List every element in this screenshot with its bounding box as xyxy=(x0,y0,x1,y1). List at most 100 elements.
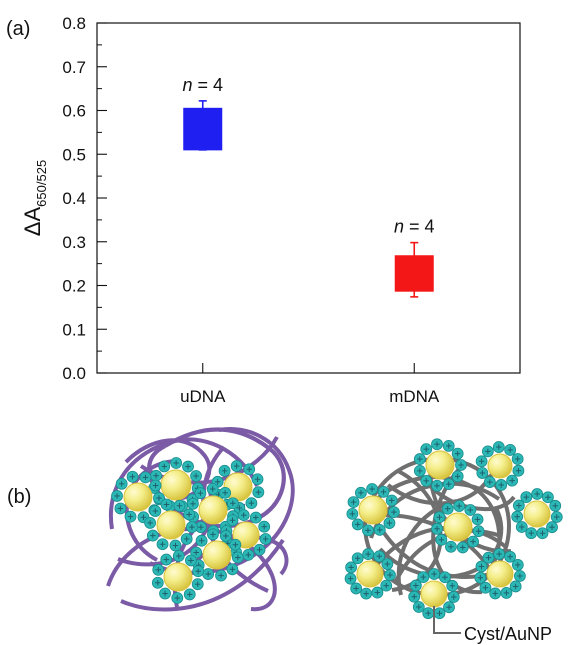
cysteamine-ligand xyxy=(471,513,484,526)
cysteamine-ligand xyxy=(182,460,194,473)
cysteamine-ligand xyxy=(149,505,162,517)
sample-size-value: = 4 xyxy=(192,75,223,95)
box-group-mdna: n = 4 xyxy=(394,217,435,298)
cysteamine-ligand xyxy=(346,507,359,520)
cysteamine-ligand xyxy=(492,441,505,453)
cysteamine-ligand xyxy=(226,563,239,576)
cysteamine-ligand xyxy=(160,553,173,566)
gold-nanoparticle xyxy=(358,495,388,525)
y-axis-label-main: ΔA xyxy=(20,206,45,236)
cysteamine-ligand xyxy=(409,579,422,592)
cysteamine-ligand xyxy=(194,521,207,534)
callout-label: Cyst/AuNP xyxy=(464,624,552,644)
x-category-label: mDNA xyxy=(389,387,440,406)
cysteamine-ligand xyxy=(542,491,554,504)
cysteamine-ligand xyxy=(443,601,455,614)
cysteamine-ligand xyxy=(170,457,183,469)
cysteamine-ligand xyxy=(150,469,162,482)
cysteamine-ligand xyxy=(371,586,384,599)
gold-nanoparticle xyxy=(160,469,192,501)
cysteamine-ligand xyxy=(252,486,265,499)
cysteamine-ligand xyxy=(195,534,208,547)
cysteamine-ligand xyxy=(151,576,164,589)
cysteamine-ligand xyxy=(245,497,258,510)
cysteamine-ligand xyxy=(412,601,425,613)
cysteamine-ligand xyxy=(139,471,152,484)
cysteamine-ligand xyxy=(231,551,244,564)
cysteamine-ligand xyxy=(153,492,165,504)
svg-text:ΔA650/525: ΔA650/525 xyxy=(20,160,49,236)
cysteamine-ligand xyxy=(483,476,496,488)
cysteamine-ligand xyxy=(111,490,123,502)
cysteamine-ligand xyxy=(373,550,386,563)
cysteamine-ligand xyxy=(355,486,367,499)
cysteamine-ligand xyxy=(451,447,464,460)
y-tick-label: 0.8 xyxy=(62,14,86,33)
cysteamine-ligand xyxy=(417,571,430,583)
cysteamine-ligand xyxy=(362,524,374,537)
y-tick-label: 0.5 xyxy=(62,145,86,164)
cysteamine-ligand xyxy=(512,464,525,477)
cysteamine-ligand xyxy=(475,455,488,468)
cysteamine-ligand xyxy=(512,499,525,512)
cysteamine-ligand xyxy=(479,581,492,594)
cysteamine-ligand xyxy=(149,479,162,492)
cysteamine-ligand xyxy=(422,607,435,620)
gold-nanoparticle xyxy=(202,540,232,570)
gold-nanoparticle xyxy=(163,562,193,592)
cysteamine-ligand xyxy=(115,477,128,490)
cysteamine-ligand xyxy=(481,445,494,458)
cysteamine-ligand xyxy=(482,551,495,564)
cysteamine-ligand xyxy=(192,565,205,578)
gold-nanoparticle xyxy=(443,512,473,542)
sample-size-label: n = 4 xyxy=(182,75,223,95)
cysteamine-ligand xyxy=(242,548,255,561)
udna-nanoparticle-layer xyxy=(111,457,272,604)
box-group-udna: n = 4 xyxy=(182,75,223,151)
cysteamine-ligand xyxy=(206,483,219,495)
cysteamine-ligand xyxy=(362,548,375,560)
cysteamine-ligand xyxy=(251,473,264,486)
cysteamine-ligand xyxy=(160,498,173,511)
cysteamine-ligand xyxy=(531,488,544,500)
cysteamine-ligand xyxy=(237,509,250,522)
cysteamine-ligand xyxy=(345,561,358,574)
mdna-nanoparticle-layer xyxy=(344,438,563,620)
cysteamine-ligand xyxy=(428,568,441,580)
cysteamine-ligand xyxy=(447,591,460,603)
plot-frame xyxy=(96,22,521,374)
cysteamine-ligand xyxy=(420,443,433,456)
cysteamine-ligand xyxy=(413,453,426,465)
cysteamine-ligand xyxy=(194,487,207,500)
cysteamine-ligand xyxy=(439,571,451,584)
sample-size-value: = 4 xyxy=(404,217,435,237)
cysteamine-ligand xyxy=(509,580,522,593)
cysteamine-ligand xyxy=(441,502,454,515)
cysteamine-ligand xyxy=(373,523,386,536)
cysteamine-ligand xyxy=(158,460,171,473)
cysteamine-ligand xyxy=(445,540,457,553)
cyst-aunp xyxy=(431,500,485,554)
cysteamine-ligand xyxy=(226,514,239,527)
cysteamine-ligand xyxy=(511,453,524,465)
y-tick-label: 0.1 xyxy=(62,320,86,339)
cysteamine-ligand xyxy=(442,439,455,452)
cysteamine-ligand xyxy=(159,587,171,600)
cysteamine-ligand xyxy=(420,474,433,487)
cysteamine-ligand xyxy=(230,460,243,472)
gold-nanoparticle xyxy=(486,560,514,588)
y-axis-label: ΔA650/525 xyxy=(20,160,49,236)
gold-nanoparticle xyxy=(420,580,448,608)
cysteamine-ligand xyxy=(259,533,272,545)
cysteamine-ligand xyxy=(215,569,227,582)
y-tick-label: 0.0 xyxy=(62,364,86,383)
x-category-label: uDNA xyxy=(180,387,226,406)
cysteamine-ligand xyxy=(549,499,562,512)
cysteamine-ligand xyxy=(114,502,127,515)
cysteamine-ligand xyxy=(474,571,487,584)
y-tick-label: 0.6 xyxy=(62,102,86,121)
cysteamine-ligand xyxy=(431,479,443,492)
cysteamine-ligand xyxy=(431,438,443,451)
cysteamine-ligand xyxy=(504,444,517,456)
